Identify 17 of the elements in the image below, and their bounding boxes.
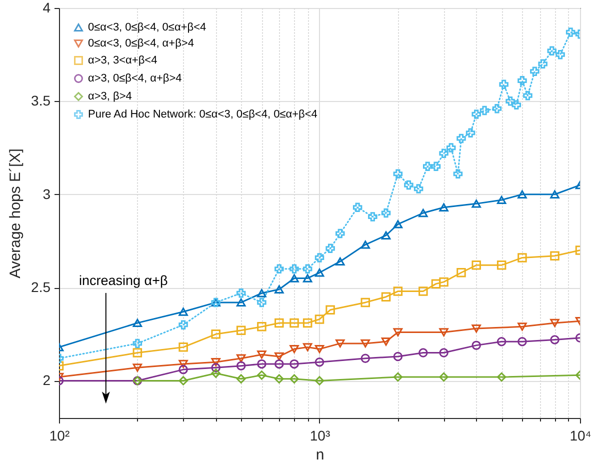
x-tick-label: 10⁴	[570, 428, 592, 444]
y-axis-title: Average hops E´[X]	[7, 148, 24, 278]
x-tick-label: 10²	[49, 428, 70, 444]
y-tick-label: 3	[42, 186, 51, 202]
legend-label: α>3, β>4	[88, 90, 132, 102]
y-tick-label: 4	[42, 0, 51, 16]
legend-label: Pure Ad Hoc Network: 0≤α<3, 0≤β<4, 0≤α+β<4	[88, 108, 318, 120]
legend-label: 0≤α<3, 0≤β<4, 0≤α+β<4	[88, 22, 206, 34]
y-tick-label: 3.5	[31, 92, 51, 109]
legend-label: α>3, 0≤β<4, α+β>4	[88, 72, 182, 84]
annotation: increasing α+β	[79, 272, 168, 288]
y-tick-label: 2	[42, 372, 51, 388]
legend-label: 0≤α<3, 0≤β<4, α+β>4	[88, 38, 194, 50]
legend-label: α>3, 3<α+β<4	[88, 54, 158, 66]
x-tick-label: 10³	[310, 428, 330, 444]
y-tick-label: 2.5	[31, 279, 51, 296]
x-axis-title: n	[316, 446, 324, 464]
